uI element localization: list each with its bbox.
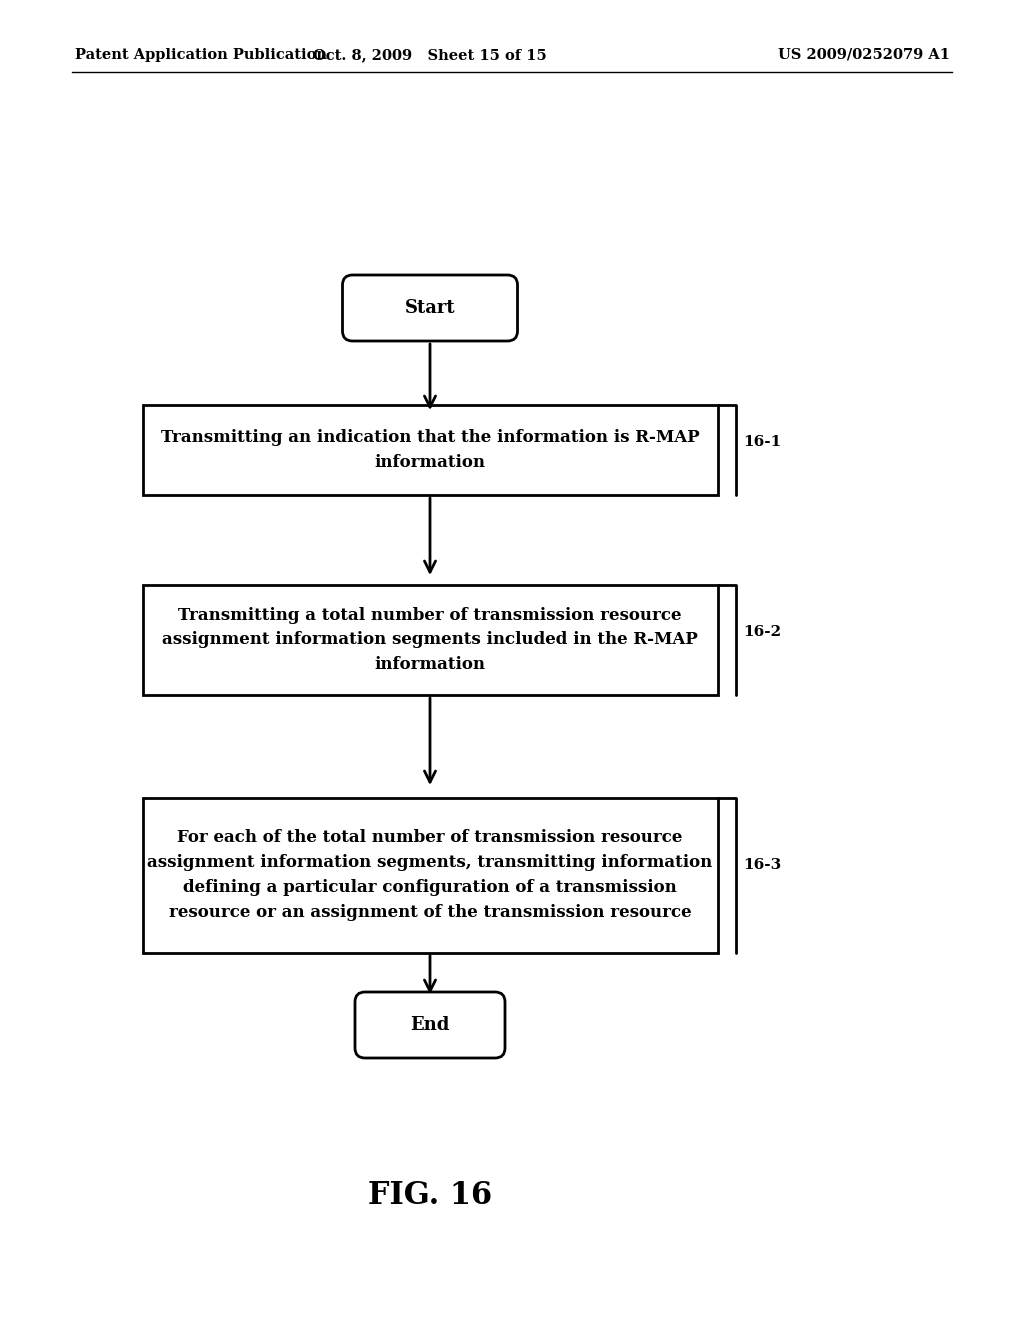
Text: Transmitting a total number of transmission resource
assignment information segm: Transmitting a total number of transmiss… <box>162 607 698 673</box>
Text: 16-2: 16-2 <box>743 624 781 639</box>
FancyBboxPatch shape <box>355 993 505 1059</box>
Text: End: End <box>411 1016 450 1034</box>
Text: 16-1: 16-1 <box>743 436 781 449</box>
Text: 16-3: 16-3 <box>743 858 781 873</box>
FancyBboxPatch shape <box>342 275 517 341</box>
Text: Start: Start <box>404 300 456 317</box>
FancyBboxPatch shape <box>142 405 718 495</box>
Text: Patent Application Publication: Patent Application Publication <box>75 48 327 62</box>
Text: Transmitting an indication that the information is R-MAP
information: Transmitting an indication that the info… <box>161 429 699 471</box>
FancyBboxPatch shape <box>142 797 718 953</box>
Text: Oct. 8, 2009   Sheet 15 of 15: Oct. 8, 2009 Sheet 15 of 15 <box>313 48 547 62</box>
Text: US 2009/0252079 A1: US 2009/0252079 A1 <box>778 48 950 62</box>
Text: For each of the total number of transmission resource
assignment information seg: For each of the total number of transmis… <box>147 829 713 921</box>
FancyBboxPatch shape <box>142 585 718 696</box>
Text: FIG. 16: FIG. 16 <box>368 1180 493 1210</box>
